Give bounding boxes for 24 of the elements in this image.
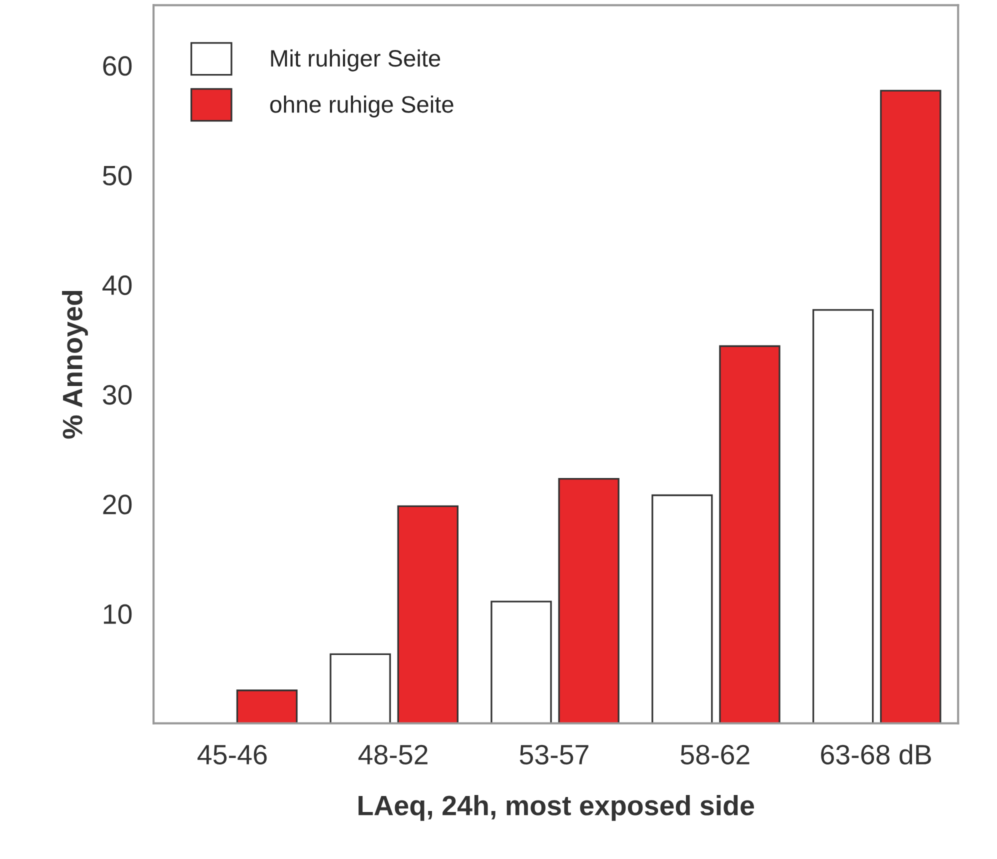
x-tick-label: 58-62: [680, 744, 750, 765]
bar: [719, 345, 780, 724]
legend-label: Mit ruhiger Seite: [271, 49, 440, 72]
bar: [652, 494, 713, 724]
x-axis-title: LAeq, 24h, most exposed side: [358, 795, 754, 821]
x-tick-label: 45-46: [198, 744, 267, 765]
y-tick-label: 10: [104, 604, 132, 624]
bar: [236, 690, 298, 724]
bar: [397, 505, 459, 724]
x-tick-label: 53-57: [520, 744, 588, 765]
y-tick-label: 40: [102, 275, 132, 296]
y-tick-label: 60: [103, 56, 132, 76]
bar: [330, 653, 391, 724]
y-tick-label: 50: [102, 166, 132, 186]
legend-label: ohne ruhige Seite: [270, 95, 454, 118]
x-tick-label: 63-68 dB: [821, 744, 931, 765]
y-tick-label: 20: [103, 494, 132, 514]
y-axis-title: % Annoyed: [62, 290, 88, 439]
bar: [490, 600, 552, 724]
y-tick-label: 30: [102, 385, 132, 405]
bar: [558, 478, 620, 724]
bar: [812, 309, 874, 724]
bar: [880, 90, 942, 724]
x-tick-label: 48-52: [358, 744, 428, 765]
